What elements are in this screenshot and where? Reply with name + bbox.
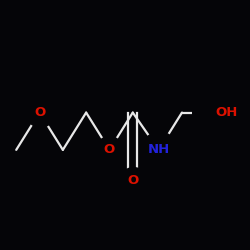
Point bbox=[157, 148, 161, 152]
Text: O: O bbox=[127, 174, 138, 188]
Text: NH: NH bbox=[148, 143, 170, 156]
Point bbox=[131, 179, 135, 183]
Text: O: O bbox=[34, 106, 45, 119]
Point bbox=[38, 110, 42, 114]
Text: O: O bbox=[104, 143, 115, 156]
Point bbox=[211, 110, 215, 114]
Text: OH: OH bbox=[216, 106, 238, 119]
Point bbox=[108, 148, 112, 152]
